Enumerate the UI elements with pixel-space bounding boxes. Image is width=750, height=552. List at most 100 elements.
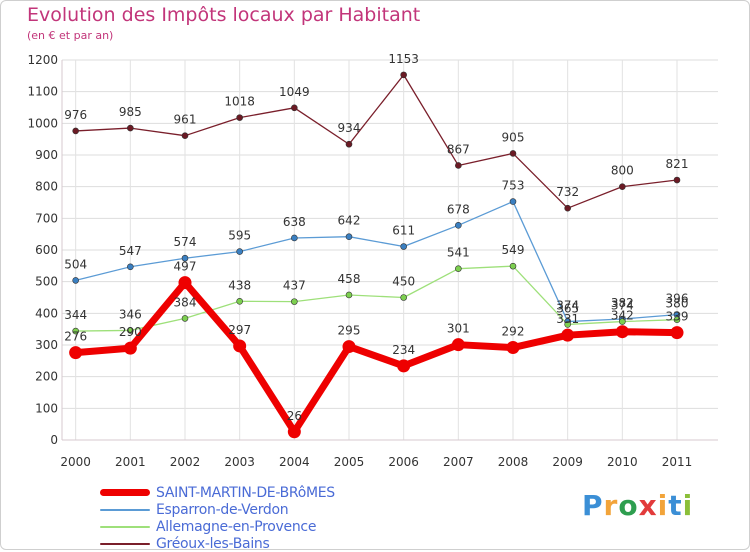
x-tick-label: 2007 — [443, 455, 474, 469]
legend-swatch — [100, 489, 150, 496]
data-point — [291, 298, 298, 305]
data-label: 541 — [447, 246, 470, 260]
data-label: 295 — [338, 324, 361, 338]
data-point — [291, 104, 298, 112]
x-tick-label: 2010 — [607, 455, 638, 469]
data-label: 276 — [64, 330, 87, 344]
data-label: 450 — [392, 275, 415, 289]
x-tick-label: 2002 — [170, 455, 201, 469]
data-label: 458 — [338, 272, 361, 286]
data-label: 437 — [283, 279, 306, 293]
data-point — [564, 321, 571, 328]
data-label: 346 — [119, 307, 142, 321]
y-tick-label: 400 — [35, 306, 58, 320]
data-point — [400, 243, 407, 250]
data-label: 438 — [228, 278, 251, 292]
y-tick-label: 100 — [35, 401, 58, 415]
data-point — [561, 328, 575, 342]
y-tick-label: 900 — [35, 148, 58, 162]
data-point — [619, 183, 626, 190]
data-point — [127, 327, 134, 334]
x-tick-label: 2008 — [498, 455, 529, 469]
data-label: 344 — [64, 308, 87, 322]
legend-swatch — [100, 508, 150, 511]
data-point — [236, 248, 243, 255]
x-tick-label: 2001 — [115, 455, 146, 469]
data-point — [455, 265, 462, 272]
series-line — [72, 279, 681, 436]
data-point — [509, 262, 517, 270]
x-tick-label: 2005 — [334, 455, 365, 469]
y-tick-label: 1100 — [27, 85, 58, 99]
logo-letter: o — [618, 489, 639, 522]
data-label: 234 — [392, 343, 415, 357]
data-point — [72, 127, 79, 135]
data-label: 380 — [666, 297, 689, 311]
proxiti-logo: Proxiti — [582, 489, 693, 522]
data-point — [509, 198, 517, 205]
data-point — [181, 254, 189, 262]
data-point — [236, 114, 243, 121]
legend-item-allemagne: Allemagne-en-Provence — [100, 518, 335, 535]
data-point — [400, 294, 407, 301]
legend-label: Gréoux-les-Bains — [156, 535, 270, 552]
y-tick-label: 0 — [50, 433, 58, 447]
data-point — [506, 341, 520, 355]
legend-swatch — [100, 542, 150, 545]
legend-label: Esparron-de-Verdon — [156, 501, 289, 518]
data-label: 297 — [228, 323, 251, 337]
data-label: 976 — [64, 108, 87, 122]
x-tick-label: 2006 — [388, 455, 419, 469]
data-label: 301 — [447, 322, 470, 336]
data-point — [291, 234, 298, 242]
data-label: 732 — [556, 185, 579, 199]
data-point — [181, 315, 189, 322]
data-label: 547 — [119, 244, 142, 258]
data-point — [345, 140, 353, 148]
data-point — [287, 425, 301, 439]
data-label: 374 — [611, 299, 634, 313]
chart-subtitle: (en € et par an) — [27, 29, 114, 42]
legend-item-greoux: Gréoux-les-Bains — [100, 535, 335, 552]
data-point — [178, 276, 192, 290]
data-label: 1153 — [388, 52, 419, 66]
data-point — [455, 222, 462, 229]
data-point — [451, 338, 465, 352]
data-point — [564, 204, 571, 212]
x-tick-label: 2004 — [279, 455, 310, 469]
x-tick-label: 2009 — [552, 455, 583, 469]
data-point — [455, 162, 462, 169]
data-point — [72, 277, 79, 284]
data-label: 753 — [502, 179, 525, 193]
x-tick-label: 2011 — [662, 455, 693, 469]
data-label: 1018 — [224, 95, 255, 109]
chart-legend: SAINT-MARTIN-DE-BRôMES Esparron-de-Verdo… — [100, 484, 335, 552]
data-label: 342 — [611, 309, 634, 323]
series-line — [75, 74, 678, 209]
logo-letter: i — [657, 489, 669, 522]
data-label: 678 — [447, 202, 470, 216]
data-label: 374 — [556, 299, 579, 313]
data-point — [345, 233, 353, 240]
data-label: 905 — [502, 130, 525, 144]
data-point — [615, 325, 629, 339]
data-point — [342, 340, 356, 354]
data-point — [236, 297, 243, 305]
data-label: 292 — [502, 325, 525, 339]
data-point — [69, 346, 83, 360]
logo-letter: t — [668, 489, 683, 522]
data-label: 638 — [283, 215, 306, 229]
data-label: 384 — [174, 295, 197, 309]
y-tick-label: 600 — [35, 243, 58, 257]
data-point — [673, 176, 681, 184]
logo-letter: x — [638, 489, 658, 522]
y-tick-label: 1200 — [27, 53, 58, 67]
data-label: 396 — [666, 292, 689, 306]
data-label: 1049 — [279, 85, 310, 99]
chart-title: Evolution des Impôts locaux par Habitant — [27, 4, 421, 26]
data-label: 642 — [338, 214, 361, 228]
data-label: 934 — [338, 121, 361, 135]
x-tick-label: 2000 — [60, 455, 91, 469]
data-label: 574 — [174, 235, 197, 249]
